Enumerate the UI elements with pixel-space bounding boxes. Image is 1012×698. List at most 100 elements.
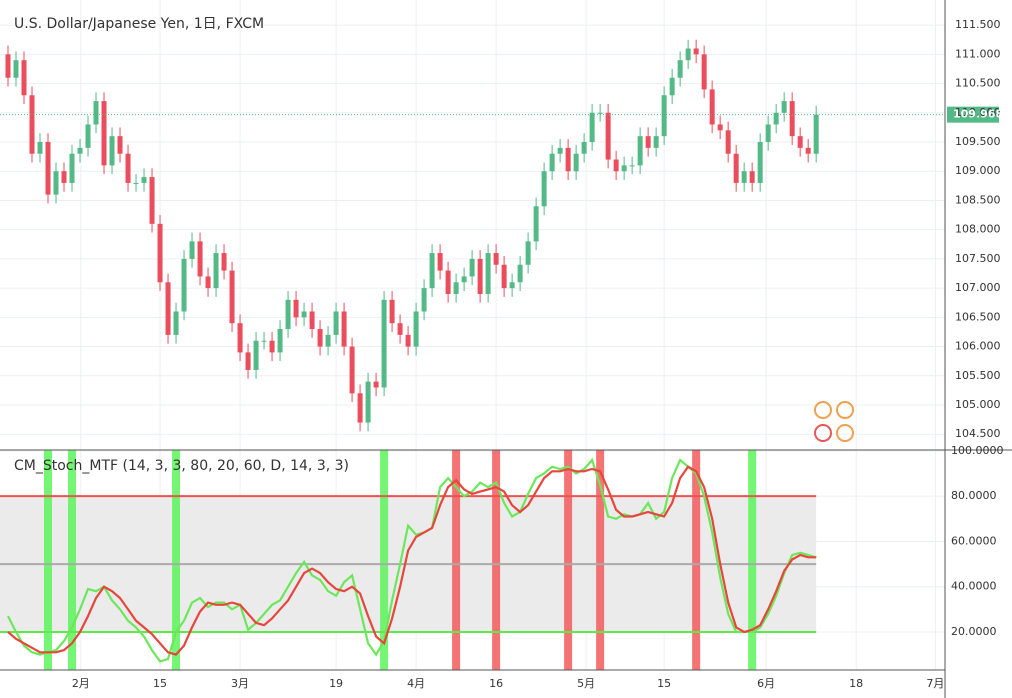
candle-body <box>813 114 819 154</box>
candle-body <box>269 340 275 353</box>
candle-body <box>733 153 739 183</box>
candle-body <box>589 112 595 143</box>
candle-body <box>333 311 339 335</box>
candle-body <box>253 340 259 370</box>
candle-body <box>261 340 267 342</box>
y-tick-label: 107.000 <box>955 281 1001 294</box>
y-tick-label: 109.000 <box>955 164 1001 177</box>
candle-body <box>341 311 347 347</box>
candle-body <box>573 153 579 172</box>
x-tick-label: 3月 <box>231 677 249 690</box>
buy-signal <box>748 450 757 670</box>
candle-body <box>357 393 363 423</box>
candle-body <box>149 177 155 224</box>
candle-body <box>37 142 43 154</box>
candle-body <box>125 153 131 183</box>
candle-body <box>189 241 195 259</box>
candle-body <box>725 130 731 154</box>
candle-body <box>525 241 531 265</box>
candle-body <box>53 171 59 195</box>
candle-body <box>349 346 355 394</box>
x-tick-label: 16 <box>489 677 503 690</box>
candle-body <box>5 54 11 78</box>
candle-body <box>797 136 803 148</box>
candle-body <box>781 101 787 113</box>
candle-body <box>541 171 547 207</box>
candle-body <box>421 288 427 312</box>
candle-body <box>157 223 163 283</box>
buy-signal <box>380 450 389 670</box>
candle-body <box>477 258 483 294</box>
candle-body <box>397 323 403 335</box>
candle-body <box>141 177 147 183</box>
candle-body <box>213 253 219 289</box>
y-tick-label: 40.0000 <box>951 580 997 593</box>
x-tick-label: 5月 <box>577 677 595 690</box>
y-tick-label: 20.0000 <box>951 625 997 638</box>
y-tick-label: 111.000 <box>955 47 1001 60</box>
candle-body <box>197 241 203 277</box>
y-tick-label: 107.500 <box>955 252 1001 265</box>
candle-body <box>621 165 627 172</box>
candle-body <box>485 253 491 294</box>
y-tick-label: 111.500 <box>955 18 1001 31</box>
logo-ring <box>836 401 854 419</box>
candle-body <box>325 334 331 347</box>
candle-body <box>613 159 619 172</box>
candle-body <box>693 48 699 55</box>
y-tick-label: 100.0000 <box>951 444 1004 457</box>
candle-body <box>677 60 683 78</box>
candle-body <box>373 381 379 388</box>
candle-body <box>69 153 75 183</box>
candle-body <box>429 253 435 289</box>
candle-body <box>661 95 667 137</box>
buy-signal <box>172 450 181 670</box>
candle-body <box>277 329 283 353</box>
candle-body <box>237 323 243 353</box>
candle-body <box>389 299 395 324</box>
y-tick-label: 105.500 <box>955 369 1001 382</box>
candle-body <box>557 147 563 154</box>
last-price-box <box>947 106 999 123</box>
candle-body <box>133 182 139 184</box>
candle-body <box>381 299 387 388</box>
logo-ring <box>836 424 854 442</box>
candle-body <box>117 136 123 154</box>
candle-body <box>365 381 371 423</box>
candle-body <box>509 282 515 289</box>
sell-signal <box>452 450 461 670</box>
candle-body <box>597 112 603 114</box>
candle-body <box>205 276 211 289</box>
candle-body <box>173 311 179 335</box>
logo <box>814 401 854 442</box>
candle-body <box>285 299 291 330</box>
candle-body <box>93 101 99 125</box>
candle-body <box>741 171 747 183</box>
candle-body <box>229 270 235 324</box>
candle-body <box>437 253 443 271</box>
y-tick-label: 106.500 <box>955 310 1001 323</box>
candle-body <box>717 124 723 131</box>
stoch-line <box>7 457 817 663</box>
candle-body <box>669 77 675 96</box>
candle-body <box>29 95 35 154</box>
marks-layer <box>0 39 999 670</box>
candle-body <box>685 48 691 61</box>
sell-signal <box>692 450 701 670</box>
candle-body <box>101 101 107 166</box>
y-tick-label: 80.0000 <box>951 489 997 502</box>
x-tick-label: 6月 <box>757 677 775 690</box>
candle-body <box>645 136 651 148</box>
candle-body <box>701 54 707 90</box>
candle-body <box>77 147 83 154</box>
candle-body <box>757 142 763 183</box>
sell-signal <box>596 450 605 670</box>
x-tick-label: 4月 <box>407 677 425 690</box>
indicator-title: CM_Stoch_MTF (14, 3, 3, 80, 20, 60, D, 1… <box>14 458 349 474</box>
candle-body <box>653 136 659 148</box>
candle-body <box>413 311 419 347</box>
x-tick-label: 7月 <box>926 677 944 690</box>
candle-body <box>773 112 779 125</box>
candle-body <box>765 124 771 143</box>
candle-body <box>549 153 555 172</box>
